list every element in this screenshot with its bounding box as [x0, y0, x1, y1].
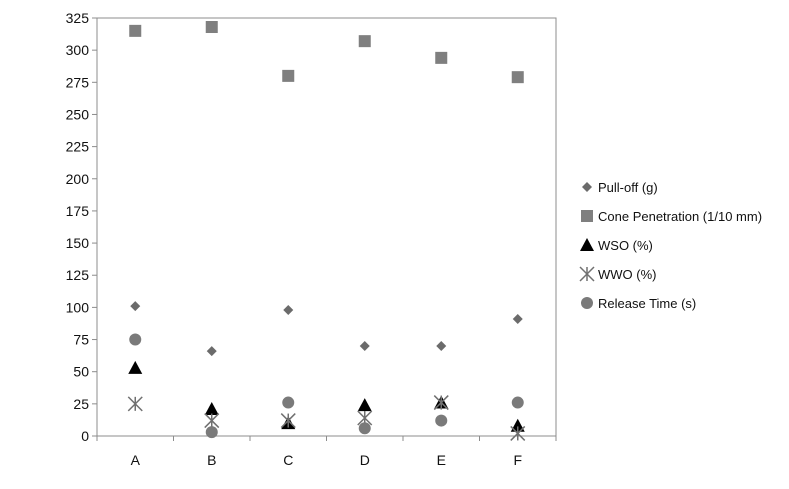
series-wso [128, 360, 525, 432]
release-time-point [511, 396, 524, 409]
y-axis-ticks: 0 25 50 75 100 125 150 175 200 225 250 275 300 325 [66, 10, 97, 444]
wso-point [510, 418, 525, 432]
legend-marker-cone-penetration [581, 210, 593, 222]
y-tick-label: 75 [73, 332, 89, 348]
pull-off-point [130, 301, 141, 312]
x-tick-label: F [513, 452, 522, 468]
axes [96, 17, 557, 437]
pull-off-point [512, 313, 523, 324]
release-time-point [129, 333, 142, 346]
x-tick-label: C [283, 452, 293, 468]
legend-item-pull-off: Pull-off (g) [582, 180, 658, 195]
legend-marker-wso [580, 238, 594, 251]
y-tick-label: 250 [66, 106, 90, 122]
legend-label: WSO (%) [598, 238, 653, 253]
x-tick-label: B [207, 452, 216, 468]
cone-penetration-point [129, 24, 142, 37]
wso-point [128, 360, 143, 374]
y-tick-label: 25 [73, 396, 89, 412]
x-tick-label: A [131, 452, 141, 468]
data-points [127, 21, 526, 441]
y-tick-label: 150 [66, 235, 90, 251]
wso-point [204, 401, 219, 415]
y-tick-label: 50 [73, 364, 89, 380]
legend: Pull-off (g) Cone Penetration (1/10 mm) WS… [579, 180, 762, 311]
legend-item-release-time: Release Time (s) [581, 296, 696, 311]
x-tick-label: E [437, 452, 446, 468]
y-tick-label: 175 [66, 203, 90, 219]
cone-penetration-point [358, 35, 371, 48]
y-tick-label: 200 [66, 171, 90, 187]
y-tick-label: 225 [66, 139, 90, 155]
release-time-point [282, 396, 295, 409]
wwo-point [127, 396, 143, 412]
legend-label: Release Time (s) [598, 296, 696, 311]
y-tick-label: 0 [81, 428, 89, 444]
cone-penetration-point [435, 51, 448, 64]
wwo-point [433, 395, 449, 411]
legend-marker-wwo [579, 266, 595, 282]
series-wwo [127, 395, 526, 441]
legend-item-wwo: WWO (%) [579, 266, 656, 282]
cone-penetration-point [205, 21, 218, 34]
release-time-point [358, 422, 371, 435]
pull-off-point [359, 340, 370, 351]
legend-item-cone-penetration: Cone Penetration (1/10 mm) [581, 209, 762, 224]
legend-item-wso: WSO (%) [580, 238, 653, 253]
legend-label: WWO (%) [598, 267, 656, 282]
series-pull-off [130, 301, 523, 357]
y-tick-label: 100 [66, 299, 90, 315]
x-tick-label: D [360, 452, 370, 468]
release-time-point [435, 414, 448, 427]
release-time-point [205, 426, 218, 439]
cone-penetration-point [511, 71, 524, 84]
series-release-time [129, 333, 524, 439]
y-tick-label: 325 [66, 10, 90, 26]
wwo-point [204, 413, 220, 429]
legend-label: Pull-off (g) [598, 180, 658, 195]
y-tick-label: 125 [66, 267, 90, 283]
pull-off-point [436, 340, 447, 351]
pull-off-point [283, 304, 294, 315]
pull-off-point [206, 346, 217, 357]
legend-label: Cone Penetration (1/10 mm) [598, 209, 762, 224]
legend-marker-pull-off [582, 182, 592, 192]
wwo-point [510, 425, 526, 441]
wwo-point [280, 413, 296, 429]
series-cone-penetration [129, 21, 524, 84]
cone-penetration-point [282, 69, 295, 82]
y-tick-label: 275 [66, 74, 90, 90]
wso-point [357, 398, 372, 412]
plot-area-border [96, 17, 557, 437]
legend-marker-release-time [581, 297, 593, 309]
x-axis-ticks: A B C D E F [96, 436, 557, 468]
y-tick-label: 300 [66, 42, 90, 58]
